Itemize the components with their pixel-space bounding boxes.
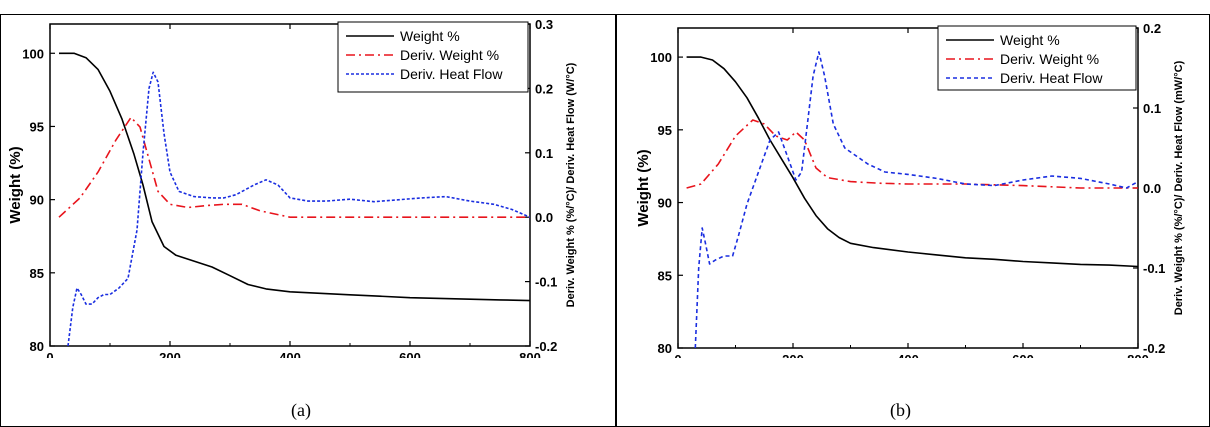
y2-tick-label: -0.1 bbox=[1143, 261, 1165, 276]
x-tick-label: 200 bbox=[782, 352, 804, 358]
series-group bbox=[58, 52, 530, 346]
y2-tick-label: -0.2 bbox=[535, 339, 557, 354]
y-tick-label: 95 bbox=[30, 119, 44, 134]
y2-axis-label: Deriv. Weight % (%/°C)/ Deriv. Heat Flow… bbox=[1173, 60, 1185, 315]
legend-box bbox=[937, 25, 1137, 91]
y-tick-label: 90 bbox=[658, 196, 672, 211]
y2-tick-label: 0.2 bbox=[1143, 21, 1161, 36]
y2-tick-label: 0.1 bbox=[535, 146, 553, 161]
series-line-deriv-weight bbox=[686, 119, 1138, 189]
y2-tick-label: 0.0 bbox=[535, 210, 553, 225]
y2-tick-label: 0.1 bbox=[1143, 101, 1161, 116]
x-tick-label: 800 bbox=[519, 350, 541, 358]
top-rule bbox=[0, 14, 1210, 15]
y-tick-label: 80 bbox=[658, 341, 672, 356]
y2-tick-label: 0.3 bbox=[535, 18, 553, 32]
legend-label: Deriv. Weight % bbox=[400, 47, 499, 63]
chart-panel-b: 0 200 400 600 800 80 85 90 95 100 -0.2 -0.1 0.0 0.1 0.… bbox=[635, 21, 1185, 358]
y-tick-label: 85 bbox=[30, 266, 44, 281]
legend-label: Deriv. Weight % bbox=[1000, 51, 1099, 67]
y-tick-label: 80 bbox=[30, 339, 44, 354]
y-tick-label: 85 bbox=[658, 268, 672, 283]
x-tick-label: 400 bbox=[279, 350, 301, 358]
x-tick-label: 800 bbox=[1127, 352, 1149, 358]
x-tick-label: 0 bbox=[674, 352, 681, 358]
legend-label: Deriv. Heat Flow bbox=[1000, 70, 1103, 86]
series-line-weight bbox=[59, 52, 530, 302]
y2-tick-label: -0.2 bbox=[1143, 341, 1165, 356]
series-group bbox=[686, 51, 1138, 348]
series-line-deriv-heat-flow bbox=[67, 71, 530, 346]
x-tick-label: 0 bbox=[46, 350, 53, 358]
series-line-deriv-weight bbox=[58, 116, 530, 218]
y-tick-label: 90 bbox=[30, 193, 44, 208]
legend-label: Weight % bbox=[1000, 32, 1060, 48]
y-tick-label: 95 bbox=[658, 123, 672, 138]
y-axis-label: Weight (%) bbox=[8, 146, 24, 223]
legend-label: Deriv. Heat Flow bbox=[400, 66, 503, 82]
caption-a: (a) bbox=[291, 400, 311, 420]
legend-box bbox=[337, 21, 529, 93]
legend-label: Weight % bbox=[400, 28, 460, 44]
y-axis-label: Weight (%) bbox=[635, 149, 652, 226]
caption-b: (b) bbox=[890, 400, 911, 420]
y2-tick-label: -0.1 bbox=[535, 275, 557, 290]
x-tick-label: 600 bbox=[1012, 352, 1034, 358]
y-tick-label: 100 bbox=[22, 46, 44, 61]
y-tick-label: 100 bbox=[650, 50, 672, 65]
x-tick-label: 200 bbox=[159, 350, 181, 358]
y2-axis-label: Deriv. Weight % (%/°C)/ Deriv. Heat Flow… bbox=[565, 62, 577, 307]
chart-panel-a: 0 200 400 600 800 80 85 90 95 100 -0.2 -0.1 0.0 0.1 0.… bbox=[8, 18, 577, 358]
x-tick-label: 600 bbox=[399, 350, 421, 358]
y2-tick-label: 0.2 bbox=[535, 81, 553, 96]
x-tick-label: 400 bbox=[897, 352, 919, 358]
series-line-deriv-heat-flow bbox=[694, 51, 1138, 348]
y2-tick-label: 0.0 bbox=[1143, 181, 1161, 196]
series-line-weight bbox=[686, 56, 1138, 268]
